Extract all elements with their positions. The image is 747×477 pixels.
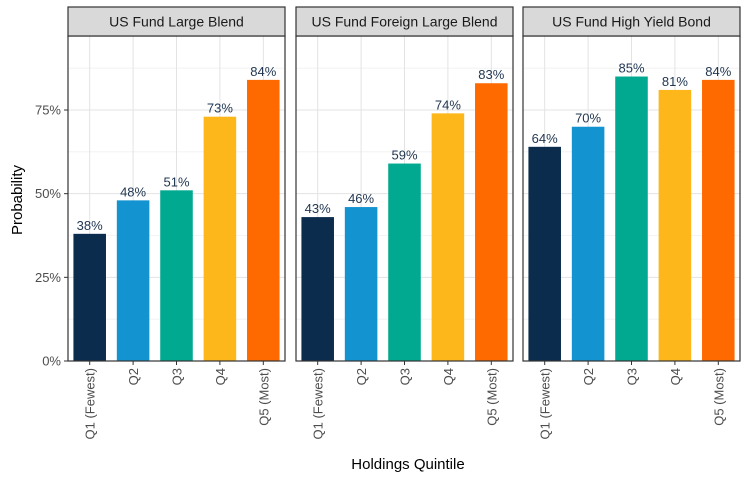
data-label: 73% (207, 101, 233, 116)
y-tick-label: 0% (42, 354, 61, 369)
panel-3: 64% Q1 (Fewest) 70% Q2 85% Q3 81% Q4 84% Q5 (Most… (522, 6, 741, 440)
data-label: 70% (575, 111, 601, 126)
x-tick-label: Q3 (170, 368, 185, 385)
bar-3-3 (615, 76, 648, 362)
panel-1: 38% Q1 (Fewest) 48% Q2 51% Q3 73% Q4 84% Q5 (Most… (67, 6, 286, 440)
bar-1-3 (160, 190, 193, 361)
x-tick-label: Q2 (126, 368, 141, 385)
bar-2-4 (431, 113, 465, 361)
panel-strip (522, 6, 741, 37)
x-tick-label: Q1 (Fewest) (538, 368, 553, 440)
data-label: 85% (618, 61, 644, 76)
data-label: 84% (250, 64, 276, 79)
bar-2-3 (388, 163, 421, 361)
bar-2-1 (301, 217, 334, 361)
x-axis-title: Holdings Quintile (351, 456, 464, 473)
x-tick-label: Q3 (625, 368, 640, 385)
data-label: 74% (435, 97, 461, 112)
x-tick-label: Q4 (668, 368, 683, 385)
bar-3-4 (658, 89, 692, 362)
data-label: 81% (662, 74, 688, 89)
bar-2-5 (475, 83, 508, 361)
x-tick-label: Q5 (Most) (484, 368, 499, 426)
x-tick-label: Q2 (581, 368, 596, 385)
x-tick-label: Q4 (213, 368, 228, 385)
data-label: 48% (120, 184, 146, 199)
data-label: 43% (305, 201, 331, 216)
panel-strip (67, 6, 286, 37)
y-tick-label: 25% (35, 270, 61, 285)
data-label: 46% (348, 191, 374, 206)
data-label: 84% (705, 64, 731, 79)
bar-3-1 (528, 146, 561, 361)
x-tick-label: Q4 (441, 368, 456, 385)
data-label: 51% (163, 174, 189, 189)
bar-3-2 (571, 126, 605, 361)
x-tick-label: Q2 (354, 368, 369, 385)
x-tick-label: Q5 (Most) (256, 368, 271, 426)
bar-2-2 (344, 207, 378, 361)
data-label: 38% (77, 218, 103, 233)
panel-strip (295, 6, 514, 37)
bar-1-2 (116, 200, 150, 361)
x-tick-label: Q1 (Fewest) (311, 368, 326, 440)
y-tick-label: 50% (35, 186, 61, 201)
x-tick-label: Q5 (Most) (711, 368, 726, 426)
bar-1-1 (73, 233, 106, 361)
bar-1-4 (203, 116, 237, 362)
panel-2: 43% Q1 (Fewest) 46% Q2 59% Q3 74% Q4 83% Q5 (Most… (295, 6, 514, 440)
data-label: 59% (391, 148, 417, 163)
bar-3-5 (702, 79, 735, 361)
panel-title: US Fund Foreign Large Blend (312, 14, 498, 30)
y-tick-label: 75% (35, 103, 61, 118)
panel-title: US Fund High Yield Bond (552, 14, 711, 30)
panel-title: US Fund Large Blend (109, 14, 244, 30)
x-tick-label: Q3 (398, 368, 413, 385)
data-label: 64% (532, 131, 558, 146)
bar-1-5 (247, 79, 280, 361)
x-tick-label: Q1 (Fewest) (83, 368, 98, 440)
y-axis-title: Probability (9, 164, 26, 235)
data-label: 83% (478, 67, 504, 82)
